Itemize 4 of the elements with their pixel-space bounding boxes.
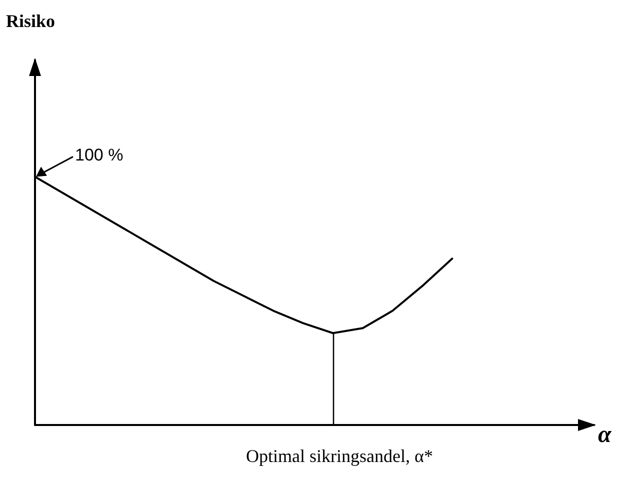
text: α	[598, 422, 612, 448]
text: Risiko	[6, 11, 56, 31]
x-axis-title: Optimal sikringsandel, α*	[246, 446, 433, 466]
text: 100 %	[75, 146, 124, 165]
